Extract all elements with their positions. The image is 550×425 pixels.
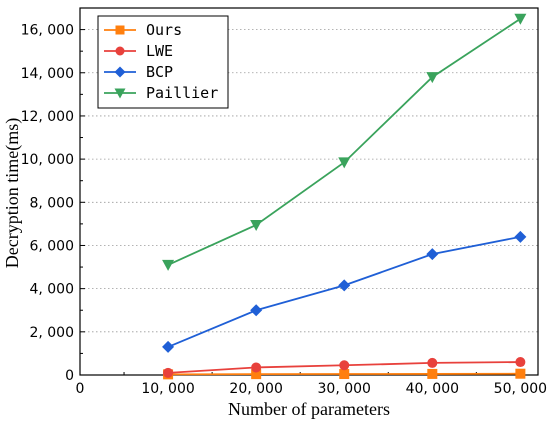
legend: Ours LWE BCP Paillier <box>97 15 229 109</box>
data-point <box>427 368 438 379</box>
series-lwe <box>163 357 526 378</box>
legend-swatch-marker <box>115 46 125 56</box>
data-point <box>339 369 350 380</box>
data-point <box>250 304 263 317</box>
x-tick-label: 20, 000 <box>229 381 282 397</box>
y-tick-label: 0 <box>65 368 74 384</box>
data-point <box>251 369 262 380</box>
data-point <box>251 362 262 373</box>
data-point <box>162 340 175 353</box>
y-tick-label: 2, 000 <box>29 325 74 341</box>
x-tick-label: 50, 000 <box>494 381 547 397</box>
plot-frame <box>79 7 539 376</box>
y-tick-label: 14, 000 <box>21 66 74 82</box>
data-point <box>514 13 527 25</box>
series-line <box>167 235 521 348</box>
legend-label: Paillier <box>146 84 218 102</box>
legend-swatch-marker <box>114 88 126 99</box>
data-point <box>250 219 263 231</box>
legend-label: Ours <box>146 21 182 39</box>
x-tick-label: 30, 000 <box>318 381 371 397</box>
data-point <box>338 157 351 169</box>
data-point <box>338 279 351 292</box>
legend-swatch-marker <box>115 25 125 35</box>
data-point <box>426 72 439 84</box>
data-point <box>339 360 350 371</box>
y-tick-label: 10, 000 <box>21 152 74 168</box>
y-axis-title: Decryption time(ms) <box>2 118 23 268</box>
data-point <box>514 230 527 243</box>
y-tick-label: 16, 000 <box>21 23 74 39</box>
series-bcp <box>162 230 527 353</box>
axes: 0 2, 000 4, 000 6, 000 8, 000 10, 000 12, 000 1… <box>21 7 547 397</box>
data-point <box>426 248 439 261</box>
y-tick-label: 4, 000 <box>29 282 74 298</box>
data-point <box>515 357 526 368</box>
x-axis-title: Number of parameters <box>228 399 390 419</box>
legend-label: BCP <box>146 63 173 81</box>
y-tick-label: 12, 000 <box>21 109 74 125</box>
legend-label: LWE <box>146 42 173 60</box>
series-group <box>162 13 527 380</box>
x-tick-label: 0 <box>76 381 85 397</box>
y-tick-label: 6, 000 <box>29 238 74 254</box>
series-paillier <box>162 13 527 271</box>
data-point <box>162 259 175 271</box>
legend-swatch-marker <box>114 66 126 78</box>
x-tick-label: 10, 000 <box>141 381 194 397</box>
data-point <box>515 368 526 379</box>
data-point <box>163 367 174 378</box>
y-tick-label: 8, 000 <box>29 195 74 211</box>
x-tick-label: 40, 000 <box>406 381 459 397</box>
data-point <box>427 357 438 368</box>
